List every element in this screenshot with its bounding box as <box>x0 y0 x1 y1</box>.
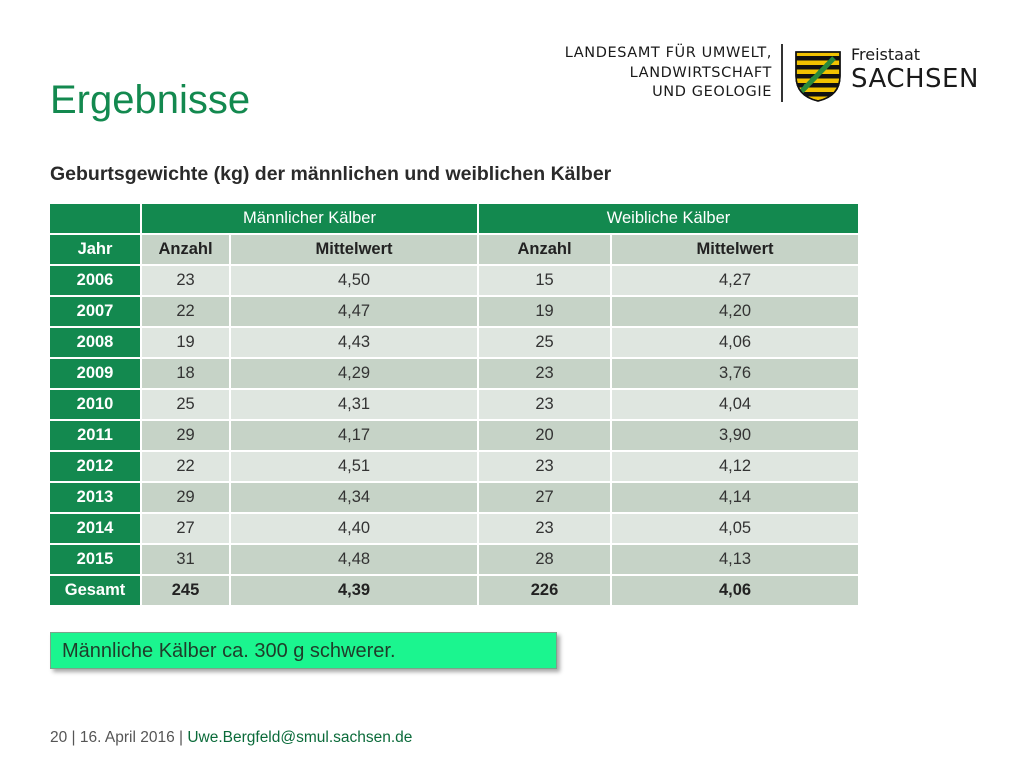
female-mean-cell: 4,27 <box>612 266 858 295</box>
footer-page-number: 20 <box>50 729 68 746</box>
column-header-male-count: Anzahl <box>142 235 229 264</box>
footer-separator: | <box>174 729 188 746</box>
year-cell: 2006 <box>50 266 140 295</box>
year-cell: 2011 <box>50 421 140 450</box>
male-count-cell: 27 <box>142 514 229 543</box>
group-header-male: Männlicher Kälber <box>142 204 477 233</box>
year-cell: 2012 <box>50 452 140 481</box>
table-row: 2012 22 4,51 23 4,12 <box>50 452 858 481</box>
male-count-cell: 245 <box>142 576 229 605</box>
institution-name-line: LANDWIRTSCHAFT <box>629 64 772 81</box>
female-count-cell: 226 <box>479 576 610 605</box>
birth-weight-table: Männlicher Kälber Weibliche Kälber Jahr … <box>48 202 860 607</box>
table-row: 2006 23 4,50 15 4,27 <box>50 266 858 295</box>
table-caption: Geburtsgewichte (kg) der männlichen und … <box>50 163 612 185</box>
year-cell: 2010 <box>50 390 140 419</box>
male-mean-cell: 4,43 <box>231 328 477 357</box>
state-wordmark: Freistaat SACHSEN <box>851 45 979 95</box>
table-group-header-row: Männlicher Kälber Weibliche Kälber <box>50 204 858 233</box>
male-count-cell: 22 <box>142 297 229 326</box>
total-label-cell: Gesamt <box>50 576 140 605</box>
year-cell: 2007 <box>50 297 140 326</box>
year-cell: 2009 <box>50 359 140 388</box>
female-mean-cell: 3,90 <box>612 421 858 450</box>
female-mean-cell: 3,76 <box>612 359 858 388</box>
female-count-cell: 15 <box>479 266 610 295</box>
footer-email-link[interactable]: Uwe.Bergfeld@smul.sachsen.de <box>187 729 413 746</box>
female-count-cell: 23 <box>479 452 610 481</box>
male-count-cell: 25 <box>142 390 229 419</box>
group-header-empty <box>50 204 140 233</box>
male-mean-cell: 4,31 <box>231 390 477 419</box>
female-mean-cell: 4,20 <box>612 297 858 326</box>
table-body: 2006 23 4,50 15 4,27 2007 22 4,47 19 4,20 2008 19 4,… <box>50 266 858 605</box>
male-mean-cell: 4,29 <box>231 359 477 388</box>
female-count-cell: 27 <box>479 483 610 512</box>
table-row: 2015 31 4,48 28 4,13 <box>50 545 858 574</box>
table-row: 2009 18 4,29 23 3,76 <box>50 359 858 388</box>
female-count-cell: 19 <box>479 297 610 326</box>
female-count-cell: 23 <box>479 359 610 388</box>
male-count-cell: 31 <box>142 545 229 574</box>
table-row: 2014 27 4,40 23 4,05 <box>50 514 858 543</box>
table-total-row: Gesamt 245 4,39 226 4,06 <box>50 576 858 605</box>
group-header-female: Weibliche Kälber <box>479 204 858 233</box>
institution-name-line: LANDESAMT FÜR UMWELT, <box>564 45 772 61</box>
male-mean-cell: 4,17 <box>231 421 477 450</box>
table-row: 2013 29 4,34 27 4,14 <box>50 483 858 512</box>
year-cell: 2014 <box>50 514 140 543</box>
table-row: 2010 25 4,31 23 4,04 <box>50 390 858 419</box>
female-mean-cell: 4,06 <box>612 328 858 357</box>
female-count-cell: 25 <box>479 328 610 357</box>
female-mean-cell: 4,05 <box>612 514 858 543</box>
male-mean-cell: 4,34 <box>231 483 477 512</box>
saxony-coat-of-arms-icon <box>795 51 841 102</box>
year-cell: 2015 <box>50 545 140 574</box>
male-mean-cell: 4,50 <box>231 266 477 295</box>
female-count-cell: 28 <box>479 545 610 574</box>
institution-name-line: UND GEOLOGIE <box>652 84 772 100</box>
male-count-cell: 22 <box>142 452 229 481</box>
female-count-cell: 20 <box>479 421 610 450</box>
male-mean-cell: 4,51 <box>231 452 477 481</box>
header-divider <box>781 44 783 102</box>
table-column-header-row: Jahr Anzahl Mittelwert Anzahl Mittelwert <box>50 235 858 264</box>
male-count-cell: 19 <box>142 328 229 357</box>
male-mean-cell: 4,39 <box>231 576 477 605</box>
state-wordmark-big: SACHSEN <box>851 64 979 94</box>
male-mean-cell: 4,48 <box>231 545 477 574</box>
state-wordmark-small: Freistaat <box>851 45 921 64</box>
female-count-cell: 23 <box>479 390 610 419</box>
female-mean-cell: 4,06 <box>612 576 858 605</box>
male-count-cell: 18 <box>142 359 229 388</box>
conclusion-callout: Männliche Kälber ca. 300 g schwerer. <box>50 632 557 669</box>
footer: 20 | 16. April 2016 | Uwe.Bergfeld@smul.… <box>50 729 412 747</box>
column-header-male-mean: Mittelwert <box>231 235 477 264</box>
male-count-cell: 29 <box>142 421 229 450</box>
footer-separator: | <box>67 729 80 746</box>
column-header-female-mean: Mittelwert <box>612 235 858 264</box>
year-cell: 2013 <box>50 483 140 512</box>
institution-name: LANDESAMT FÜR UMWELT, LANDWIRTSCHAFT UND… <box>520 44 772 103</box>
female-mean-cell: 4,04 <box>612 390 858 419</box>
male-mean-cell: 4,40 <box>231 514 477 543</box>
female-mean-cell: 4,12 <box>612 452 858 481</box>
column-header-female-count: Anzahl <box>479 235 610 264</box>
footer-date: 16. April 2016 <box>79 729 175 746</box>
slide-title: Ergebnisse <box>50 78 251 122</box>
table-row: 2007 22 4,47 19 4,20 <box>50 297 858 326</box>
female-mean-cell: 4,14 <box>612 483 858 512</box>
male-count-cell: 23 <box>142 266 229 295</box>
year-cell: 2008 <box>50 328 140 357</box>
table-row: 2011 29 4,17 20 3,90 <box>50 421 858 450</box>
male-count-cell: 29 <box>142 483 229 512</box>
female-mean-cell: 4,13 <box>612 545 858 574</box>
table-row: 2008 19 4,43 25 4,06 <box>50 328 858 357</box>
female-count-cell: 23 <box>479 514 610 543</box>
column-header-year: Jahr <box>50 235 140 264</box>
male-mean-cell: 4,47 <box>231 297 477 326</box>
